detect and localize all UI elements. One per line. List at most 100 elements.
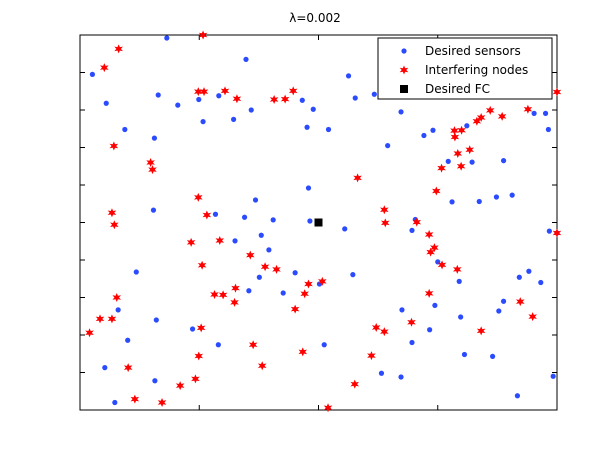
- sensor-point: [500, 298, 507, 304]
- sensor-point: [345, 73, 352, 79]
- sensor-point: [464, 123, 470, 129]
- legend-marker-interferers: [399, 65, 409, 75]
- sensor-point: [456, 278, 462, 284]
- interferer-point: [191, 374, 200, 384]
- interferer-point: [210, 290, 219, 299]
- interferer-point: [318, 276, 327, 286]
- sensor-point: [490, 353, 496, 359]
- sensor-point: [409, 339, 415, 346]
- interferer-point: [157, 398, 167, 407]
- sensor-point: [152, 378, 158, 384]
- interferer-point: [109, 141, 119, 151]
- interferer-point: [107, 314, 117, 324]
- sensor-point: [103, 100, 109, 106]
- interferer-point: [485, 105, 495, 115]
- sensor-point: [304, 124, 310, 130]
- sensor-point: [476, 198, 482, 205]
- sensor-point: [175, 102, 181, 108]
- sensor-point: [542, 110, 549, 116]
- sensor-point: [545, 126, 552, 133]
- interferer-point: [272, 264, 281, 274]
- sensor-point: [122, 126, 128, 133]
- interferer-point: [528, 312, 537, 322]
- interferer-point: [371, 323, 381, 332]
- interferer-point: [107, 208, 117, 218]
- sensor-point: [461, 351, 468, 358]
- interferer-point: [248, 340, 258, 350]
- legend-marker-sensors: [401, 48, 407, 54]
- interferer-point: [280, 94, 290, 104]
- interferer-point: [245, 250, 255, 260]
- interferer-point: [199, 87, 209, 97]
- sensor-point: [449, 199, 455, 205]
- interferer-point: [290, 304, 300, 314]
- sensor-point: [550, 373, 556, 379]
- fc-point: [314, 218, 323, 227]
- interferer-point: [424, 230, 434, 239]
- sensor-point: [371, 91, 377, 97]
- sensor-point: [89, 71, 96, 77]
- interferer-point: [432, 186, 441, 196]
- sensor-point: [212, 211, 219, 217]
- sensor-point: [299, 97, 305, 103]
- interferer-point: [198, 30, 208, 40]
- sensor-point: [493, 194, 500, 200]
- sensor-point: [243, 56, 249, 62]
- interferer-point: [367, 351, 376, 361]
- sensor-point: [189, 326, 196, 332]
- interferer-point: [430, 243, 439, 253]
- interferer-point: [515, 297, 525, 307]
- legend-marker-fc: [400, 85, 408, 93]
- sensor-point: [445, 158, 451, 164]
- interferer-point: [380, 327, 389, 337]
- interferer-point: [350, 379, 360, 389]
- sensor-point: [350, 272, 356, 278]
- legend-label-sensors: Desired sensors: [425, 44, 521, 58]
- sensor-point: [215, 342, 221, 348]
- interferer-point: [424, 288, 434, 298]
- sensor-point: [153, 317, 159, 323]
- interferer-point: [437, 163, 446, 173]
- sensor-point: [500, 158, 507, 164]
- interferer-point: [186, 237, 196, 247]
- interferer-point: [380, 205, 389, 215]
- interferer-point: [552, 87, 562, 97]
- sensor-point: [150, 207, 157, 213]
- interferer-point: [85, 328, 94, 338]
- interferer-point: [437, 260, 447, 270]
- sensor-point: [280, 290, 286, 296]
- interferer-point: [453, 149, 463, 158]
- data-points: [85, 30, 562, 413]
- interferer-point: [298, 347, 308, 357]
- interferer-point: [269, 95, 279, 104]
- interferer-point: [457, 125, 466, 135]
- sensor-point: [321, 342, 327, 348]
- sensor-point: [409, 227, 415, 233]
- chart-title: λ=0.002: [289, 11, 341, 25]
- interferer-point: [123, 363, 133, 373]
- interferer-point: [472, 116, 482, 126]
- interferer-point: [450, 132, 460, 142]
- sensor-point: [430, 127, 436, 133]
- sensor-point: [514, 393, 521, 399]
- sensor-point: [241, 214, 248, 220]
- interferer-point: [288, 86, 298, 96]
- interferer-point: [215, 236, 225, 245]
- sensor-point: [292, 270, 298, 276]
- sensor-point: [516, 274, 522, 280]
- interferer-point: [412, 217, 422, 227]
- sensor-point: [385, 143, 391, 149]
- sensor-point: [252, 197, 259, 203]
- interferer-point: [407, 317, 416, 327]
- sensor-point: [115, 307, 121, 313]
- interferer-point: [100, 63, 109, 73]
- interferer-point: [476, 113, 486, 122]
- sensor-point: [310, 106, 316, 112]
- interferer-point: [260, 262, 270, 272]
- sensor-point: [427, 327, 433, 333]
- sensor-point: [256, 274, 262, 280]
- sensor-point: [378, 370, 385, 376]
- sensor-point: [398, 109, 404, 115]
